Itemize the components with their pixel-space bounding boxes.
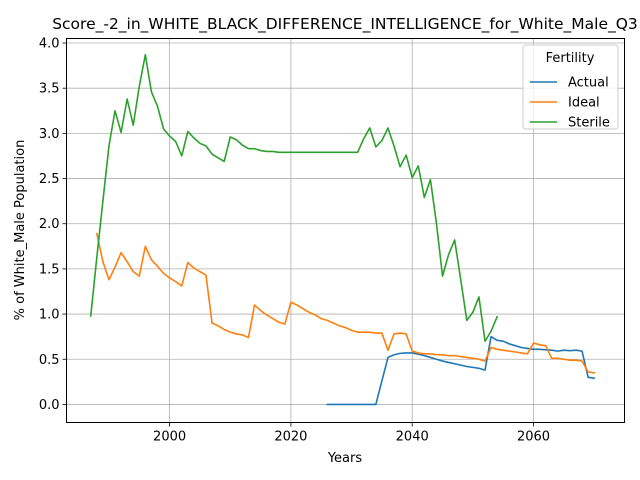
y-tick-label: 0.0 bbox=[39, 398, 60, 413]
series-line-actual bbox=[326, 335, 596, 406]
x-tick-label: 2040 bbox=[396, 430, 429, 445]
legend-box bbox=[522, 44, 619, 130]
y-axis-label: % of White_Male Population bbox=[13, 140, 28, 321]
x-tick-label: 2060 bbox=[517, 430, 550, 445]
legend-label-actual: Actual bbox=[568, 76, 609, 91]
y-tick-label: 1.5 bbox=[39, 262, 60, 277]
x-axis-label: Years bbox=[327, 451, 363, 466]
y-tick-label: 3.5 bbox=[39, 82, 60, 97]
y-tick-label: 2.5 bbox=[39, 172, 60, 187]
y-tick-label: 1.0 bbox=[39, 308, 60, 323]
x-tick-label: 2020 bbox=[274, 430, 307, 445]
series-line-ideal bbox=[95, 232, 596, 374]
legend-label-ideal: Ideal bbox=[568, 96, 600, 111]
y-tick-label: 0.5 bbox=[39, 353, 60, 368]
x-tick-label: 2000 bbox=[153, 430, 186, 445]
y-tick-label: 3.0 bbox=[39, 127, 60, 142]
legend-label-sterile: Sterile bbox=[568, 116, 610, 131]
series-line-sterile bbox=[89, 53, 499, 342]
legend-entries: Actual Ideal Sterile bbox=[530, 76, 610, 131]
series-lines bbox=[89, 53, 596, 406]
legend: Fertility Actual Ideal Sterile bbox=[522, 44, 619, 131]
chart-title: Score_-2_in_WHITE_BLACK_DIFFERENCE_INTEL… bbox=[52, 15, 638, 34]
axis-ticks: 2000 2020 2040 2060 0.0 0.5 1.0 1.5 2.0 2.5 3.0 3.5… bbox=[39, 37, 550, 445]
legend-title: Fertility bbox=[546, 51, 595, 66]
y-tick-label: 4.0 bbox=[39, 37, 60, 52]
y-tick-label: 2.0 bbox=[39, 217, 60, 232]
plot-frame bbox=[66, 38, 625, 423]
